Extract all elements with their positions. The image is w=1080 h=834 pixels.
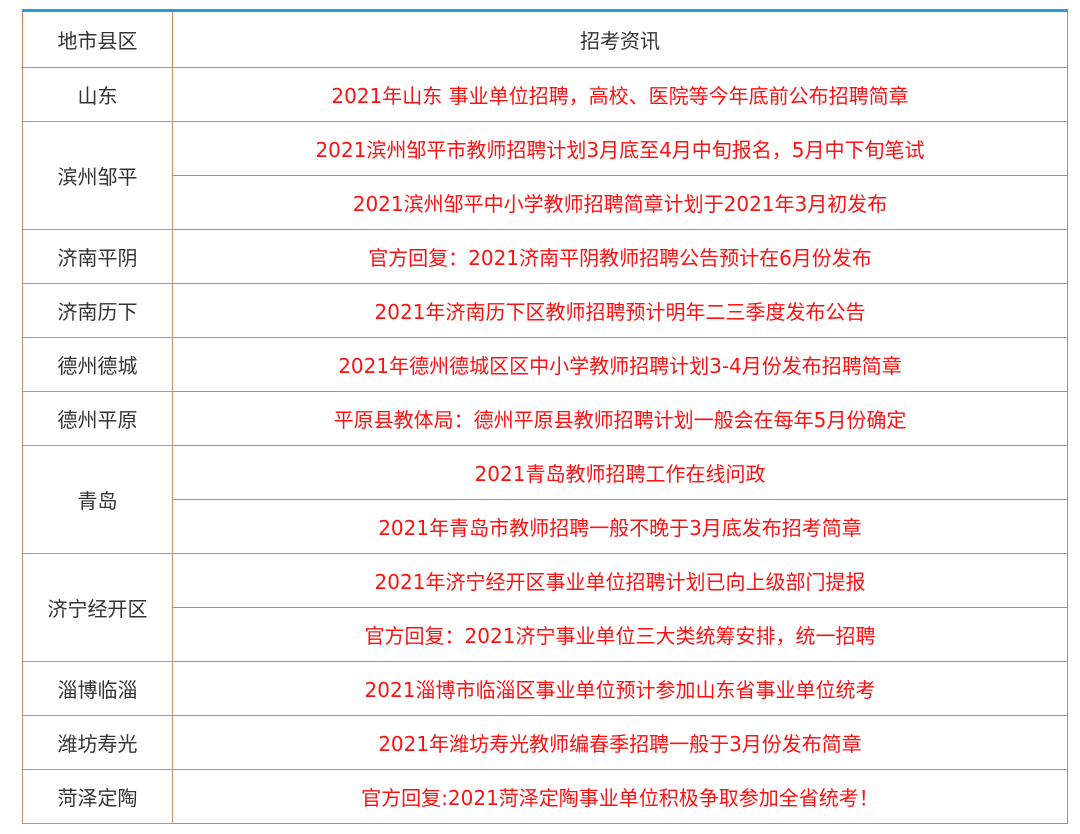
- table-row: 菏泽定陶 官方回复:2021菏泽定陶事业单位积极争取参加全省统考！: [22, 769, 1068, 824]
- table-row: 济南平阴 官方回复：2021济南平阴教师招聘公告预计在6月份发布: [22, 229, 1068, 284]
- info-link[interactable]: 2021青岛教师招聘工作在线问政: [172, 445, 1068, 500]
- region-cell: 潍坊寿光: [22, 715, 173, 770]
- table-header-row: 地市县区 招考资讯: [22, 10, 1068, 68]
- region-cell: 淄博临淄: [22, 661, 173, 716]
- region-cell: 济南历下: [22, 283, 173, 338]
- info-link[interactable]: 2021淄博市临淄区事业单位预计参加山东省事业单位统考: [172, 661, 1068, 716]
- region-cell: 菏泽定陶: [22, 769, 173, 824]
- region-cell: 滨州邹平: [22, 121, 173, 230]
- table-row: 2021滨州邹平中小学教师招聘简章计划于2021年3月初发布: [23, 175, 1068, 230]
- table-row: 德州平原 平原县教体局：德州平原县教师招聘计划一般会在每年5月份确定: [22, 391, 1068, 446]
- info-link[interactable]: 2021年德州德城区区中小学教师招聘计划3-4月份发布招聘简章: [172, 337, 1068, 392]
- info-link[interactable]: 官方回复：2021济南平阴教师招聘公告预计在6月份发布: [172, 229, 1068, 284]
- table-row: 潍坊寿光 2021年潍坊寿光教师编春季招聘一般于3月份发布简章: [22, 715, 1068, 770]
- table-row: 滨州邹平 2021滨州邹平市教师招聘计划3月底至4月中旬报名，5月中下旬笔试: [22, 121, 1068, 230]
- info-link[interactable]: 2021滨州邹平中小学教师招聘简章计划于2021年3月初发布: [172, 175, 1068, 230]
- table-row: 2021年青岛市教师招聘一般不晚于3月底发布招考简章: [23, 499, 1068, 554]
- info-link[interactable]: 2021滨州邹平市教师招聘计划3月底至4月中旬报名，5月中下旬笔试: [172, 121, 1068, 176]
- info-link[interactable]: 2021年青岛市教师招聘一般不晚于3月底发布招考简章: [172, 499, 1068, 554]
- region-cell: 青岛: [22, 445, 173, 554]
- info-link[interactable]: 官方回复：2021济宁事业单位三大类统筹安排，统一招聘: [172, 607, 1068, 662]
- info-link[interactable]: 2021年济南历下区教师招聘预计明年二三季度发布公告: [172, 283, 1068, 338]
- info-link[interactable]: 官方回复:2021菏泽定陶事业单位积极争取参加全省统考！: [172, 769, 1068, 824]
- table-row: 青岛 2021青岛教师招聘工作在线问政: [22, 445, 1068, 554]
- info-link[interactable]: 平原县教体局：德州平原县教师招聘计划一般会在每年5月份确定: [172, 391, 1068, 446]
- info-link[interactable]: 2021年济宁经开区事业单位招聘计划已向上级部门提报: [172, 553, 1068, 608]
- table-row: 济南历下 2021年济南历下区教师招聘预计明年二三季度发布公告: [22, 283, 1068, 338]
- region-cell: 济南平阴: [22, 229, 173, 284]
- table-row: 官方回复：2021济宁事业单位三大类统筹安排，统一招聘: [23, 607, 1068, 662]
- region-cell: 德州德城: [22, 337, 173, 392]
- info-link[interactable]: 2021年山东 事业单位招聘，高校、医院等今年底前公布招聘简章: [172, 67, 1068, 122]
- table-row: 淄博临淄 2021淄博市临淄区事业单位预计参加山东省事业单位统考: [22, 661, 1068, 716]
- table-row: 山东 2021年山东 事业单位招聘，高校、医院等今年底前公布招聘简章: [22, 67, 1068, 122]
- region-cell: 济宁经开区: [22, 553, 173, 662]
- table-row: 济宁经开区 2021年济宁经开区事业单位招聘计划已向上级部门提报: [22, 553, 1068, 662]
- table-row: 德州德城 2021年德州德城区区中小学教师招聘计划3-4月份发布招聘简章: [22, 337, 1068, 392]
- recruitment-info-table: 地市县区 招考资讯 山东 2021年山东 事业单位招聘，高校、医院等今年底前公布招…: [22, 9, 1068, 824]
- region-cell: 山东: [22, 67, 173, 122]
- region-cell: 德州平原: [22, 391, 173, 446]
- header-region: 地市县区: [22, 10, 173, 68]
- header-info: 招考资讯: [172, 10, 1068, 68]
- info-link[interactable]: 2021年潍坊寿光教师编春季招聘一般于3月份发布简章: [172, 715, 1068, 770]
